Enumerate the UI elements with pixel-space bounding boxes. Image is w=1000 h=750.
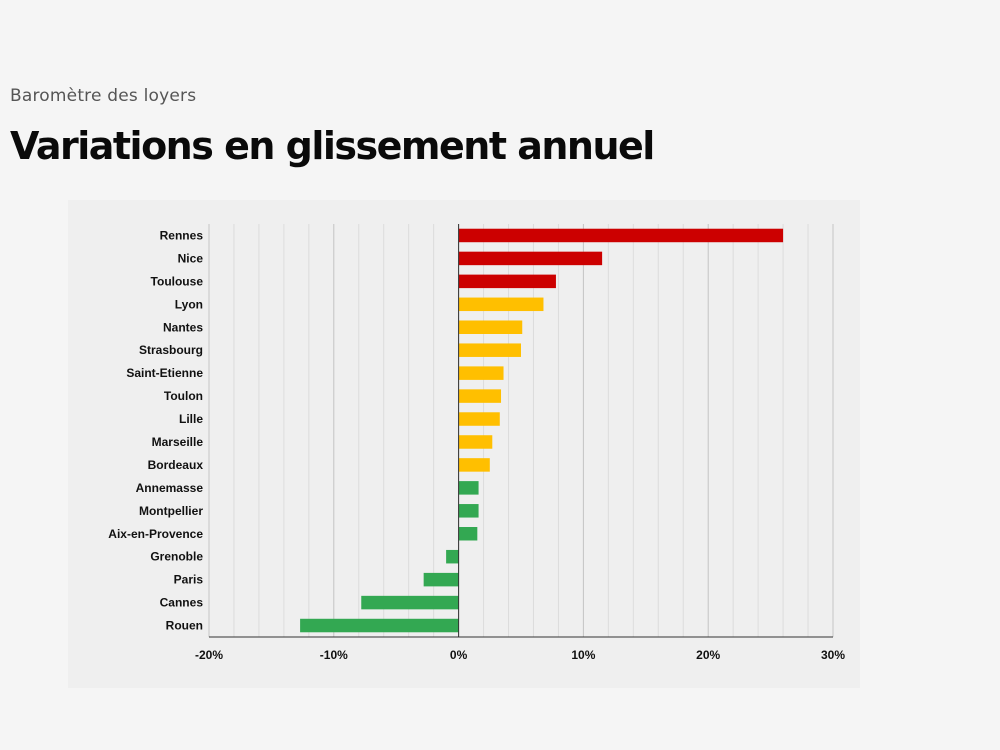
bar-annemasse (458, 481, 479, 495)
category-label: Aix-en-Provence (108, 527, 203, 541)
category-label: Lille (179, 412, 203, 426)
bar-montpellier (458, 504, 479, 518)
category-label: Grenoble (150, 550, 203, 564)
chart-subtitle: Baromètre des loyers (10, 86, 197, 106)
bar-toulon (458, 389, 502, 403)
bar-rennes (458, 228, 784, 243)
category-label: Toulon (164, 389, 203, 403)
x-tick-label: 10% (571, 648, 595, 662)
x-tick-label: -20% (195, 648, 223, 662)
bar-lille (458, 412, 500, 426)
category-label: Marseille (152, 435, 204, 449)
bar-chart: Rennes Nice Toulouse Lyon Nantes Strasbourg Sa… (108, 224, 845, 662)
bar-aix-en-provence (458, 527, 478, 541)
bar-saint-etienne (458, 366, 504, 380)
bar-nantes (458, 320, 523, 334)
category-label: Bordeaux (148, 458, 204, 472)
category-label: Nantes (163, 320, 203, 334)
x-tick-label: 0% (450, 648, 468, 662)
bar-cannes (361, 595, 459, 610)
category-label: Strasbourg (139, 343, 203, 357)
bar-toulouse (458, 274, 556, 289)
bar-paris (423, 572, 459, 587)
bar-bordeaux (458, 458, 490, 472)
x-tick-label: 20% (696, 648, 720, 662)
bar-strasbourg (458, 343, 521, 357)
chart-panel: Rennes Nice Toulouse Lyon Nantes Strasbourg Sa… (68, 200, 860, 688)
category-label: Lyon (175, 297, 203, 311)
x-tick-label: 30% (821, 648, 845, 662)
category-label: Rennes (160, 228, 204, 242)
bar-rouen (300, 618, 459, 633)
bar-lyon (458, 297, 544, 312)
category-label: Annemasse (136, 481, 204, 495)
category-label: Paris (174, 573, 204, 587)
category-label: Rouen (166, 619, 203, 633)
bar-grenoble (446, 549, 459, 564)
category-label: Toulouse (151, 274, 204, 288)
category-label: Cannes (160, 596, 204, 610)
category-label: Saint-Etienne (126, 366, 203, 380)
category-label: Nice (178, 251, 204, 265)
bar-nice (458, 251, 603, 266)
x-tick-label: -10% (320, 648, 348, 662)
page-title: Variations en glissement annuel (10, 124, 655, 168)
bar-marseille (458, 435, 493, 449)
category-label: Montpellier (139, 504, 203, 518)
